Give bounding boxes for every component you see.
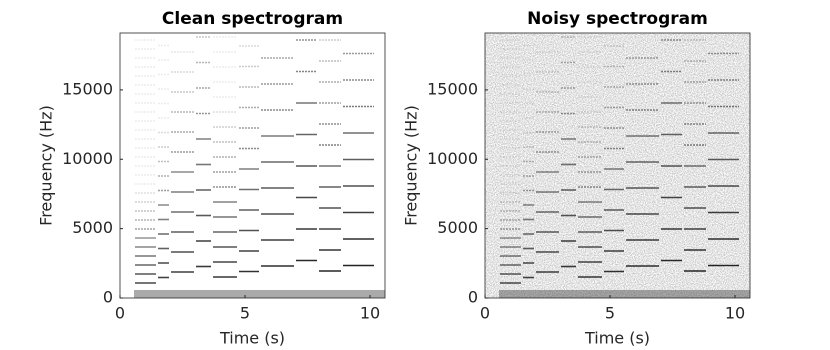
y-tick-label: 5000 [72, 218, 113, 237]
y-tick-label: 15000 [62, 79, 113, 98]
noise [485, 33, 750, 298]
x-tick-label: 10 [360, 304, 380, 323]
y-tick-label: 0 [468, 288, 478, 307]
axes-frame [484, 32, 751, 299]
chart-title: Noisy spectrogram [527, 9, 708, 29]
x-tick-label: 0 [115, 304, 125, 323]
y-tick-label: 15000 [427, 79, 478, 98]
low-band [499, 290, 750, 298]
x-axis-label: Time (s) [584, 329, 650, 348]
axes-frame [119, 32, 386, 299]
x-tick-label: 0 [480, 304, 490, 323]
y-axis-label: Frequency (Hz) [37, 105, 56, 226]
chart-title: Clean spectrogram [162, 9, 343, 29]
y-tick-label: 10000 [62, 149, 113, 168]
y-tick-label: 10000 [427, 149, 478, 168]
y-tick-label: 0 [103, 288, 113, 307]
low-band [134, 290, 385, 298]
x-tick-label: 5 [240, 304, 250, 323]
spectrogram-image [120, 33, 385, 298]
y-tick-label: 5000 [437, 218, 478, 237]
image-bg [120, 33, 385, 298]
x-axis-label: Time (s) [219, 329, 285, 348]
spectrogram-image [485, 33, 750, 298]
x-tick-label: 10 [725, 304, 745, 323]
x-tick-label: 5 [605, 304, 615, 323]
y-axis-label: Frequency (Hz) [402, 105, 421, 226]
